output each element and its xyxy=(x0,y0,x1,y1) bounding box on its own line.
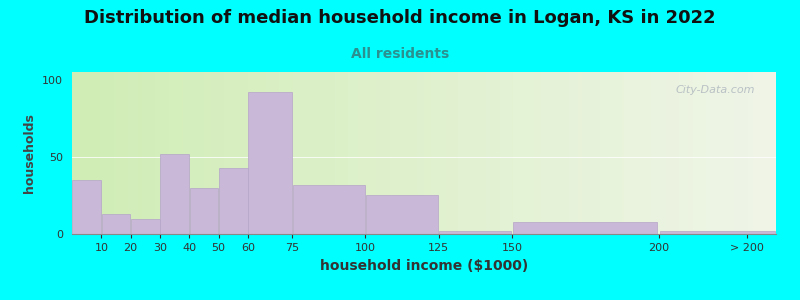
Text: All residents: All residents xyxy=(351,46,449,61)
Bar xyxy=(131,219,160,234)
Y-axis label: households: households xyxy=(23,113,37,193)
X-axis label: household income ($1000): household income ($1000) xyxy=(320,259,528,273)
Bar xyxy=(366,195,438,234)
Text: City-Data.com: City-Data.com xyxy=(675,85,755,95)
Bar xyxy=(660,231,775,234)
Bar xyxy=(219,168,248,234)
Bar xyxy=(160,154,189,234)
Bar xyxy=(249,92,291,234)
Bar xyxy=(439,231,511,234)
Bar xyxy=(514,222,658,234)
Bar xyxy=(190,188,218,234)
Bar xyxy=(102,214,130,234)
Bar xyxy=(72,180,101,234)
Text: Distribution of median household income in Logan, KS in 2022: Distribution of median household income … xyxy=(84,9,716,27)
Bar xyxy=(293,184,365,234)
